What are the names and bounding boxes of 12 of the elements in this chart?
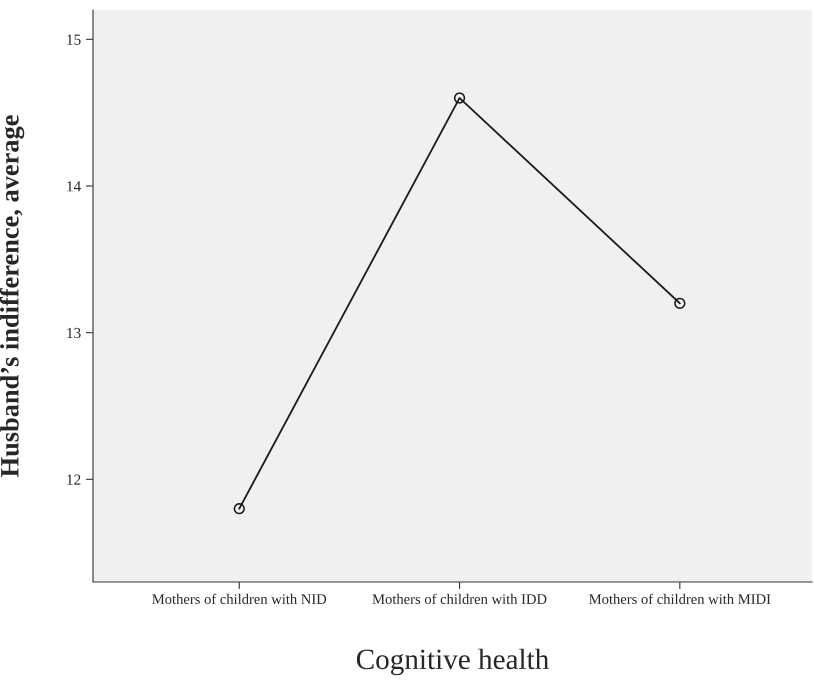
x-tick-label: Mothers of children with IDD	[372, 594, 546, 604]
x-tick-label: Mothers of children with NID	[152, 594, 326, 604]
point	[234, 503, 245, 514]
point	[454, 92, 466, 104]
x-axis-title: Cognitive health	[356, 648, 549, 676]
y-axis-title: Husband’s indifference, average	[0, 115, 24, 477]
y-tick-label: 15	[67, 34, 81, 45]
y-tick-label: 13	[67, 328, 81, 338]
y-tick-label: 14	[67, 181, 81, 192]
y-tick-label: 12	[67, 474, 80, 485]
point	[674, 298, 686, 309]
x-tick-label: Mothers of children with MIDI	[589, 594, 770, 604]
